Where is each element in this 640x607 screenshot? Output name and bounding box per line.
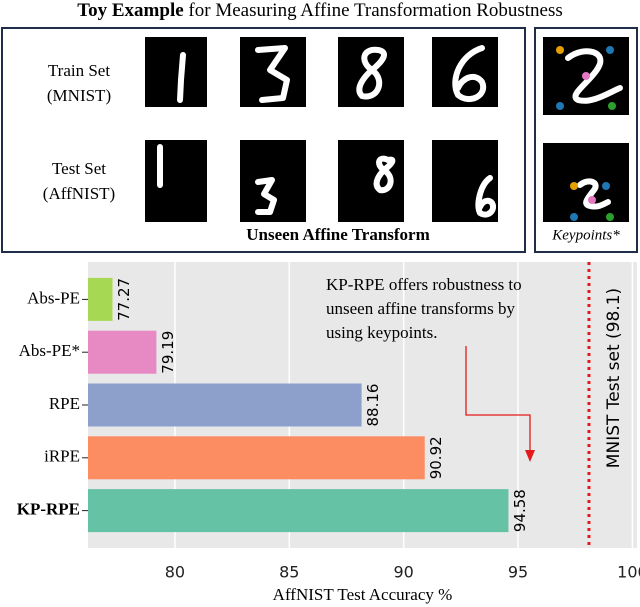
annotation: unseen affine transforms by xyxy=(326,299,515,318)
value-label: 79.19 xyxy=(159,331,177,374)
value-label: 94.58 xyxy=(511,489,529,532)
reference-label: MNIST Test set (98.1) xyxy=(604,288,624,468)
bar xyxy=(88,330,157,374)
row-label: Test Set xyxy=(52,159,106,178)
bar xyxy=(88,436,425,480)
panel-box xyxy=(1,27,526,253)
bar xyxy=(88,383,362,427)
y-tick-label: RPE xyxy=(49,394,80,413)
annotation: KP-RPE offers robustness to xyxy=(326,275,522,294)
bar xyxy=(88,489,509,533)
annotation: using keypoints. xyxy=(326,323,437,342)
digit-images xyxy=(145,37,629,222)
keypoints-caption: Keypoints* xyxy=(551,227,620,243)
title-bold: Toy Example xyxy=(77,0,183,21)
title-rest: for Measuring Affine Transformation Robu… xyxy=(188,0,562,21)
value-label: 90.92 xyxy=(427,436,445,479)
keypoint-box xyxy=(534,27,638,253)
annotation-arrow xyxy=(465,346,531,452)
row-label: Train Set xyxy=(48,61,110,80)
panel-caption: Unseen Affine Transform xyxy=(246,225,430,244)
row-sublabel: (AffNIST) xyxy=(43,184,115,203)
value-label: 77.27 xyxy=(115,278,133,321)
chart: 80 85 90 95 100 AffNIST Test Accuracy % 77.27 A… xyxy=(17,262,640,604)
title: Toy Example for Measuring Affine Transfo… xyxy=(77,0,563,21)
bar xyxy=(88,277,113,321)
y-tick-label: Abs-PE* xyxy=(19,341,80,360)
x-tick-label: 95 xyxy=(508,563,528,582)
x-tick-label: 80 xyxy=(165,563,185,582)
row-sublabel: (MNIST) xyxy=(47,86,111,105)
value-label: 88.16 xyxy=(364,384,382,427)
x-axis-label: AffNIST Test Accuracy % xyxy=(273,585,453,604)
x-tick-label: 100 xyxy=(617,563,640,582)
y-tick-label: KP-RPE xyxy=(17,500,80,519)
x-tick-label: 85 xyxy=(279,563,299,582)
y-tick-label: iRPE xyxy=(44,447,80,466)
arrow-head xyxy=(525,450,535,462)
x-tick-label: 90 xyxy=(393,563,413,582)
y-tick-label: Abs-PE xyxy=(27,288,80,307)
